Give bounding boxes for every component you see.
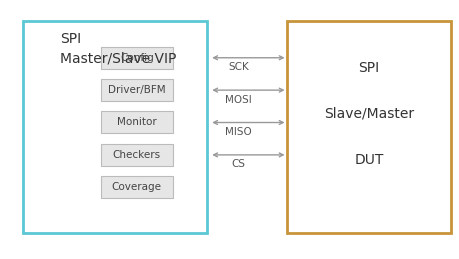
Text: MISO: MISO bbox=[224, 127, 251, 137]
Bar bbox=[101, 47, 172, 69]
Text: CS: CS bbox=[231, 159, 245, 169]
Bar bbox=[287, 21, 450, 233]
Bar bbox=[101, 144, 172, 166]
Text: SCK: SCK bbox=[227, 62, 248, 72]
Bar bbox=[101, 79, 172, 101]
Text: Monitor: Monitor bbox=[117, 117, 157, 127]
Text: Coverage: Coverage bbox=[112, 182, 162, 192]
Bar bbox=[101, 111, 172, 133]
Text: SPI

Slave/Master

DUT: SPI Slave/Master DUT bbox=[323, 61, 413, 167]
Text: Checkers: Checkers bbox=[112, 150, 161, 160]
Text: MOSI: MOSI bbox=[224, 95, 251, 105]
Text: Config: Config bbox=[120, 53, 153, 63]
Bar bbox=[23, 21, 207, 233]
Text: Driver/BFM: Driver/BFM bbox=[108, 85, 165, 95]
Bar bbox=[101, 176, 172, 198]
Text: SPI
Master/Slave VIP: SPI Master/Slave VIP bbox=[60, 32, 176, 66]
